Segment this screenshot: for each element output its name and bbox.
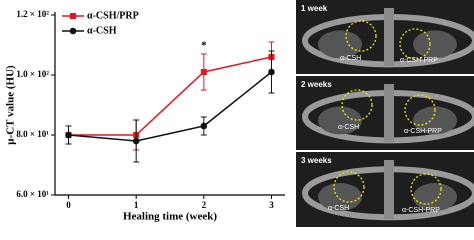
bone [413,30,457,59]
legend-marker [70,13,76,19]
bone [318,183,362,211]
ct-image: 1 week α-CSH α-CSH-PRP [296,0,474,74]
image-label: 2 weeks [301,80,332,89]
bone [384,84,394,142]
image-label: 3 weeks [301,156,332,165]
x-tick-label: 3 [269,200,274,210]
page: {"chart_data": {"type": "line", "xlabel"… [4,0,474,227]
x-tick-label: 2 [202,200,207,210]
marker [268,68,275,76]
ct-image: 3 weeks α-CSH α-CSH-PRP [296,152,474,227]
y-axis-label: μ-CT value (HU) [5,65,17,145]
x-axis-label: Healing time (week) [123,211,217,223]
defect-marker [333,171,365,203]
ct-image: 2 weeks α-CSH α-CSH-PRP [296,76,474,150]
bone [413,106,457,135]
legend-label: α-CSH [87,25,117,36]
y-tick-label: 1.0 × 10² [16,69,49,79]
bone [384,8,394,66]
marker [132,137,140,145]
marker [65,131,72,139]
marker [200,69,207,75]
y-tick-label: 8.0 × 10¹ [16,129,49,139]
y-tick-label: 1.2 × 10² [16,9,49,19]
image-annotation: α-CSH [338,124,359,131]
x-tick-label: 1 [134,200,139,210]
defect-marker [404,94,436,126]
defect-marker [341,89,373,121]
x-tick-label: 0 [66,200,71,210]
legend-marker [69,27,77,35]
defect-marker [399,28,431,60]
defect-marker [345,20,377,52]
bone [318,30,362,59]
image-label: 1 week [301,4,328,13]
figure: Healing time (week) μ-CT value (HU) 6.0 … [5,0,474,227]
series-line [68,56,272,136]
image-annotation: α-CSH-PRP [400,57,438,64]
y-tick-label: 6.0 × 10¹ [16,189,49,199]
series-line [68,71,272,142]
image-annotation: α-CSH-PRP [402,207,440,214]
bone [318,106,362,135]
legend-label: α-CSH/PRP [87,10,139,21]
significance-mark: * [201,40,207,52]
bone [384,160,394,219]
image-annotation: α-CSH [328,205,349,212]
marker [200,122,208,130]
image-annotation: α-CSH-PRP [404,128,442,135]
image-annotation: α-CSH [340,55,361,62]
defect-marker [410,173,442,205]
